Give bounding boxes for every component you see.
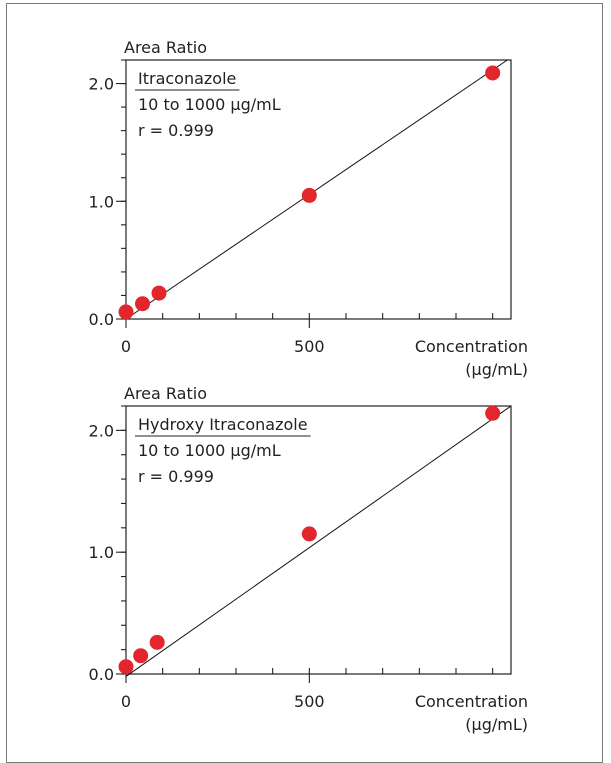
data-point: [149, 634, 165, 650]
data-point: [485, 65, 501, 81]
x-axis-label: Concentration: [415, 692, 528, 711]
y-tick-label: 2.0: [89, 75, 114, 94]
plot-area: [125, 405, 512, 675]
data-point: [301, 526, 317, 542]
chart-2: Area Ratio 0.0 1.0 2.0 0 500 Concentration (µg/…: [89, 384, 528, 734]
regression-line: [125, 59, 508, 320]
y-tick-label: 0.0: [89, 310, 114, 329]
x-axis-label: Concentration: [415, 337, 528, 356]
legend-range: 10 to 1000 µg/mL: [138, 441, 281, 460]
legend-compound-name: Hydroxy Itraconazole: [138, 415, 308, 434]
x-tick-label: 0: [121, 692, 131, 711]
x-axis-unit: (µg/mL): [465, 360, 528, 379]
data-point: [135, 296, 150, 312]
y-tick-label: 2.0: [89, 421, 114, 440]
x-tick-label: 0: [121, 337, 131, 356]
regression-line: [125, 405, 512, 677]
plot-area: [125, 59, 512, 320]
y-tick-label: 1.0: [89, 192, 114, 211]
figure-frame: [6, 3, 603, 763]
data-point: [151, 285, 167, 301]
legend-correlation: r = 0.999: [138, 467, 214, 486]
x-tick-label: 500: [294, 692, 325, 711]
y-axis-label: Area Ratio: [124, 384, 207, 403]
data-point: [118, 659, 134, 675]
data-point: [485, 405, 501, 421]
y-tick-label: 0.0: [89, 665, 114, 684]
data-point: [118, 304, 134, 320]
legend-range: 10 to 1000 µg/mL: [138, 95, 281, 114]
x-tick-label: 500: [294, 337, 325, 356]
y-tick-label: 1.0: [89, 543, 114, 562]
y-axis-label: Area Ratio: [124, 38, 207, 57]
data-point: [133, 648, 149, 664]
legend-correlation: r = 0.999: [138, 121, 214, 140]
x-axis-unit: (µg/mL): [465, 715, 528, 734]
legend-compound-name: Itraconazole: [138, 69, 236, 88]
data-point: [301, 187, 317, 203]
chart-1: Area Ratio 0.0 1.0 2.0 0 500 Concentration (µg/…: [89, 38, 528, 379]
